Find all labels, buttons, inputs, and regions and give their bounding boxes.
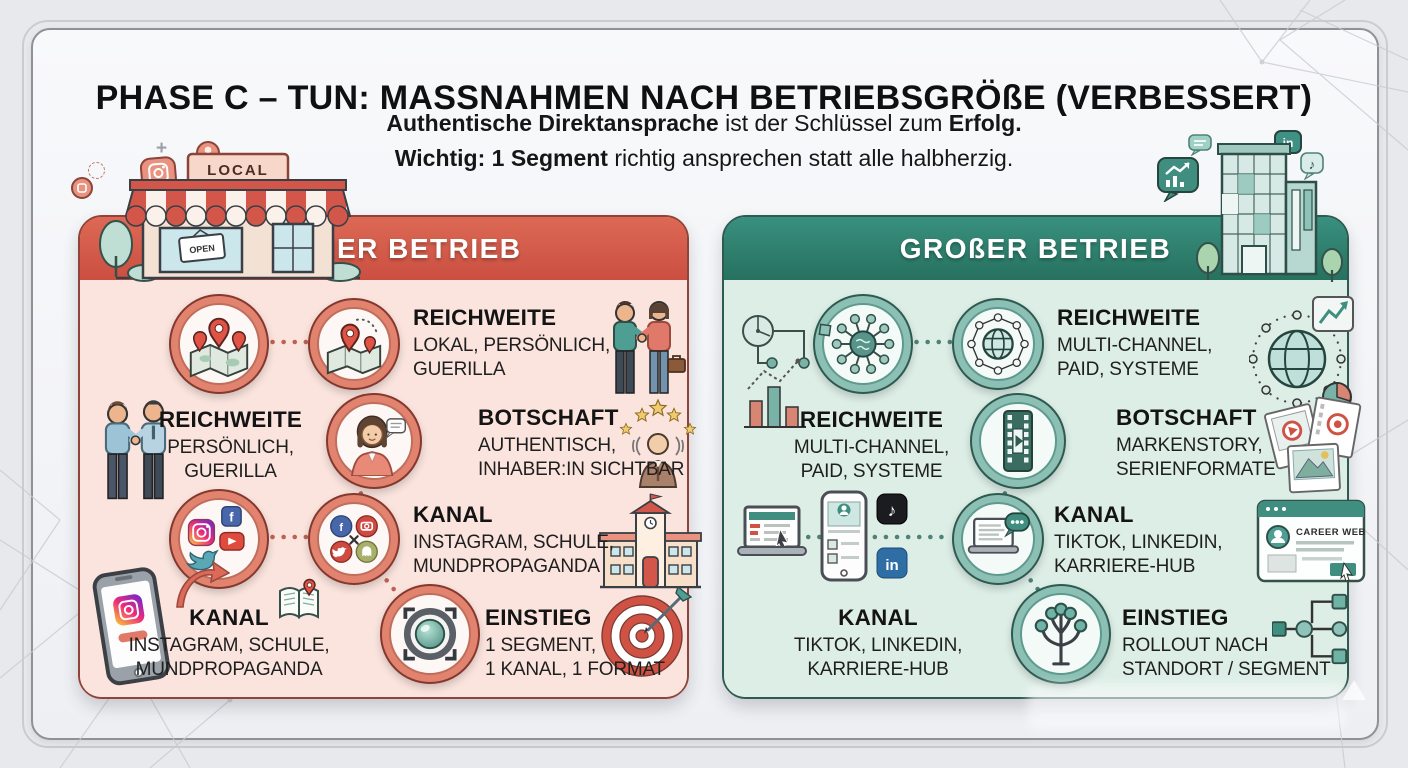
item-lines: MARKENSTORY, SERIENFORMATE xyxy=(1116,435,1276,480)
filmstrip-icon xyxy=(1003,410,1033,472)
item-heading: KANAL xyxy=(413,502,493,527)
item-lines: MULTI-CHANNEL, PAID, SYSTEME xyxy=(1057,335,1213,380)
watermark-arrow xyxy=(1342,680,1366,700)
item-heading: BOTSCHAFT xyxy=(1116,405,1257,430)
item-lines: LOKAL, PERSÖNLICH, GUERILLA xyxy=(413,335,611,380)
node-owner-speaking xyxy=(326,393,422,489)
svg-text:OPEN: OPEN xyxy=(189,243,215,256)
node-social-mix: f xyxy=(308,493,400,585)
message-bubble-icon xyxy=(1188,134,1212,161)
tiktok-badge-icon: ♪ xyxy=(876,493,908,530)
item-heading: EINSTIEG xyxy=(485,605,592,630)
linkedin-badge-icon: in xyxy=(876,547,908,584)
phone-profile-illustration xyxy=(819,490,869,587)
item-reichweite-side: REICHWEITE MULTI-CHANNEL, PAID, SYSTEME xyxy=(769,407,974,483)
svg-text:in: in xyxy=(885,557,898,574)
item-heading: REICHWEITE xyxy=(158,407,303,432)
panel-title-large: GROßER BETRIEB xyxy=(899,232,1172,264)
item-heading: REICHWEITE xyxy=(413,305,557,330)
item-lines: TIKTOK, LINKEDIN, KARRIERE-HUB xyxy=(793,635,963,680)
item-heading: REICHWEITE xyxy=(1057,305,1201,330)
social-mix-icons: f xyxy=(330,515,378,563)
node-map-pins xyxy=(169,294,269,394)
node-globe-network xyxy=(952,298,1044,390)
woman-avatar-icon xyxy=(350,415,407,476)
chart-bubble-icon xyxy=(1156,156,1200,207)
map-pins-icon xyxy=(189,317,249,378)
node-map-pin xyxy=(308,298,400,390)
svg-text:♪: ♪ xyxy=(888,501,897,520)
item-einstieg: EINSTIEG 1 SEGMENT, 1 KANAL, 1 FORMAT xyxy=(485,605,700,681)
item-kanal-side: KANAL INSTAGRAM, SCHULE, MUNDPROPAGANDA xyxy=(123,605,335,681)
item-lines: MULTI-CHANNEL, PAID, SYSTEME xyxy=(793,437,950,482)
photo-bubble-icon xyxy=(70,176,94,205)
office-building-illustration xyxy=(1194,142,1346,289)
svg-text:LOCAL: LOCAL xyxy=(207,162,269,179)
subtitle-line-1: Authentische Direktansprache ist der Sch… xyxy=(386,110,1022,136)
svg-text:CAREER WEB: CAREER WEB xyxy=(1296,527,1366,538)
page-title: PHASE C – TUN: MASSNAHMEN NACH BETRIEBSG… xyxy=(0,79,1408,118)
item-reichweite-side: REICHWEITE PERSÖNLICH, GUERILLA xyxy=(128,407,333,483)
item-reichweite-row: REICHWEITE MULTI-CHANNEL, PAID, SYSTEME xyxy=(1057,305,1302,381)
item-heading: EINSTIEG xyxy=(1122,605,1229,630)
item-lines: 1 SEGMENT, 1 KANAL, 1 FORMAT xyxy=(485,635,665,680)
item-lines: TIKTOK, LINKEDIN, KARRIERE-HUB xyxy=(1054,532,1223,577)
item-lines: INSTAGRAM, SCHULE, MUNDPROPAGANDA xyxy=(128,635,330,680)
item-lines: PERSÖNLICH, GUERILLA xyxy=(167,437,294,482)
laptop-illustration xyxy=(736,505,808,568)
title-rest: MASSNAHMEN NACH BETRIEBSGRÖßE (VERBESSER… xyxy=(379,78,1313,117)
camera-lens-icon xyxy=(403,607,457,661)
item-lines: INSTAGRAM, SCHULE, MUNDPROPAGANDA xyxy=(413,532,614,577)
svg-text:f: f xyxy=(339,522,343,534)
node-laptop-chat xyxy=(952,493,1044,585)
item-lines: ROLLOUT NACH STANDORT / SEGMENT xyxy=(1122,635,1331,680)
item-heading: KANAL xyxy=(1054,502,1134,527)
handshake-illustration xyxy=(597,297,687,407)
item-lines: AUTHENTISCH, INHABER:IN SICHTBAR xyxy=(478,435,685,480)
map-pin-icon xyxy=(326,318,382,375)
title-lead: PHASE C – TUN: xyxy=(95,78,371,117)
svg-text:f: f xyxy=(229,509,234,524)
item-botschaft: BOTSCHAFT MARKENSTORY, SERIENFORMATE xyxy=(1116,405,1346,481)
item-kanal-row: KANAL TIKTOK, LINKEDIN, KARRIERE-HUB xyxy=(1054,502,1299,578)
watermark-blur xyxy=(1028,684,1346,730)
item-heading: REICHWEITE xyxy=(799,407,944,432)
item-kanal-row: KANAL INSTAGRAM, SCHULE, MUNDPROPAGANDA xyxy=(413,502,653,578)
node-focus-lens xyxy=(380,584,480,684)
dartboard-illustration xyxy=(598,585,693,685)
person-stars-illustration xyxy=(608,397,708,494)
subtitle-line-2: Wichtig: 1 Segment richtig ansprechen st… xyxy=(394,145,1014,171)
laptop-chat-icon xyxy=(967,512,1031,554)
school-illustration xyxy=(598,493,703,598)
item-reichweite-row: REICHWEITE LOKAL, PERSÖNLICH, GUERILLA xyxy=(413,305,653,381)
item-heading: KANAL xyxy=(838,605,918,630)
dashed-circle-decor xyxy=(88,162,105,179)
item-kanal-side: KANAL TIKTOK, LINKEDIN, KARRIERE-HUB xyxy=(774,605,982,681)
globe-network-icon xyxy=(967,313,1029,375)
item-einstieg: EINSTIEG ROLLOUT NACH STANDORT / SEGMENT xyxy=(1122,605,1347,681)
node-filmstrip xyxy=(970,393,1066,489)
item-heading: BOTSCHAFT xyxy=(478,405,619,430)
plus-mark: + xyxy=(156,138,168,159)
storefront-illustration: LOCAL OPEN xyxy=(88,146,388,291)
item-heading: KANAL xyxy=(189,605,269,630)
node-rollout-tree xyxy=(1011,584,1111,684)
tree-network-icon xyxy=(1034,602,1088,666)
item-botschaft: BOTSCHAFT AUTHENTISCH, INHABER:IN SICHTBA… xyxy=(478,405,703,481)
